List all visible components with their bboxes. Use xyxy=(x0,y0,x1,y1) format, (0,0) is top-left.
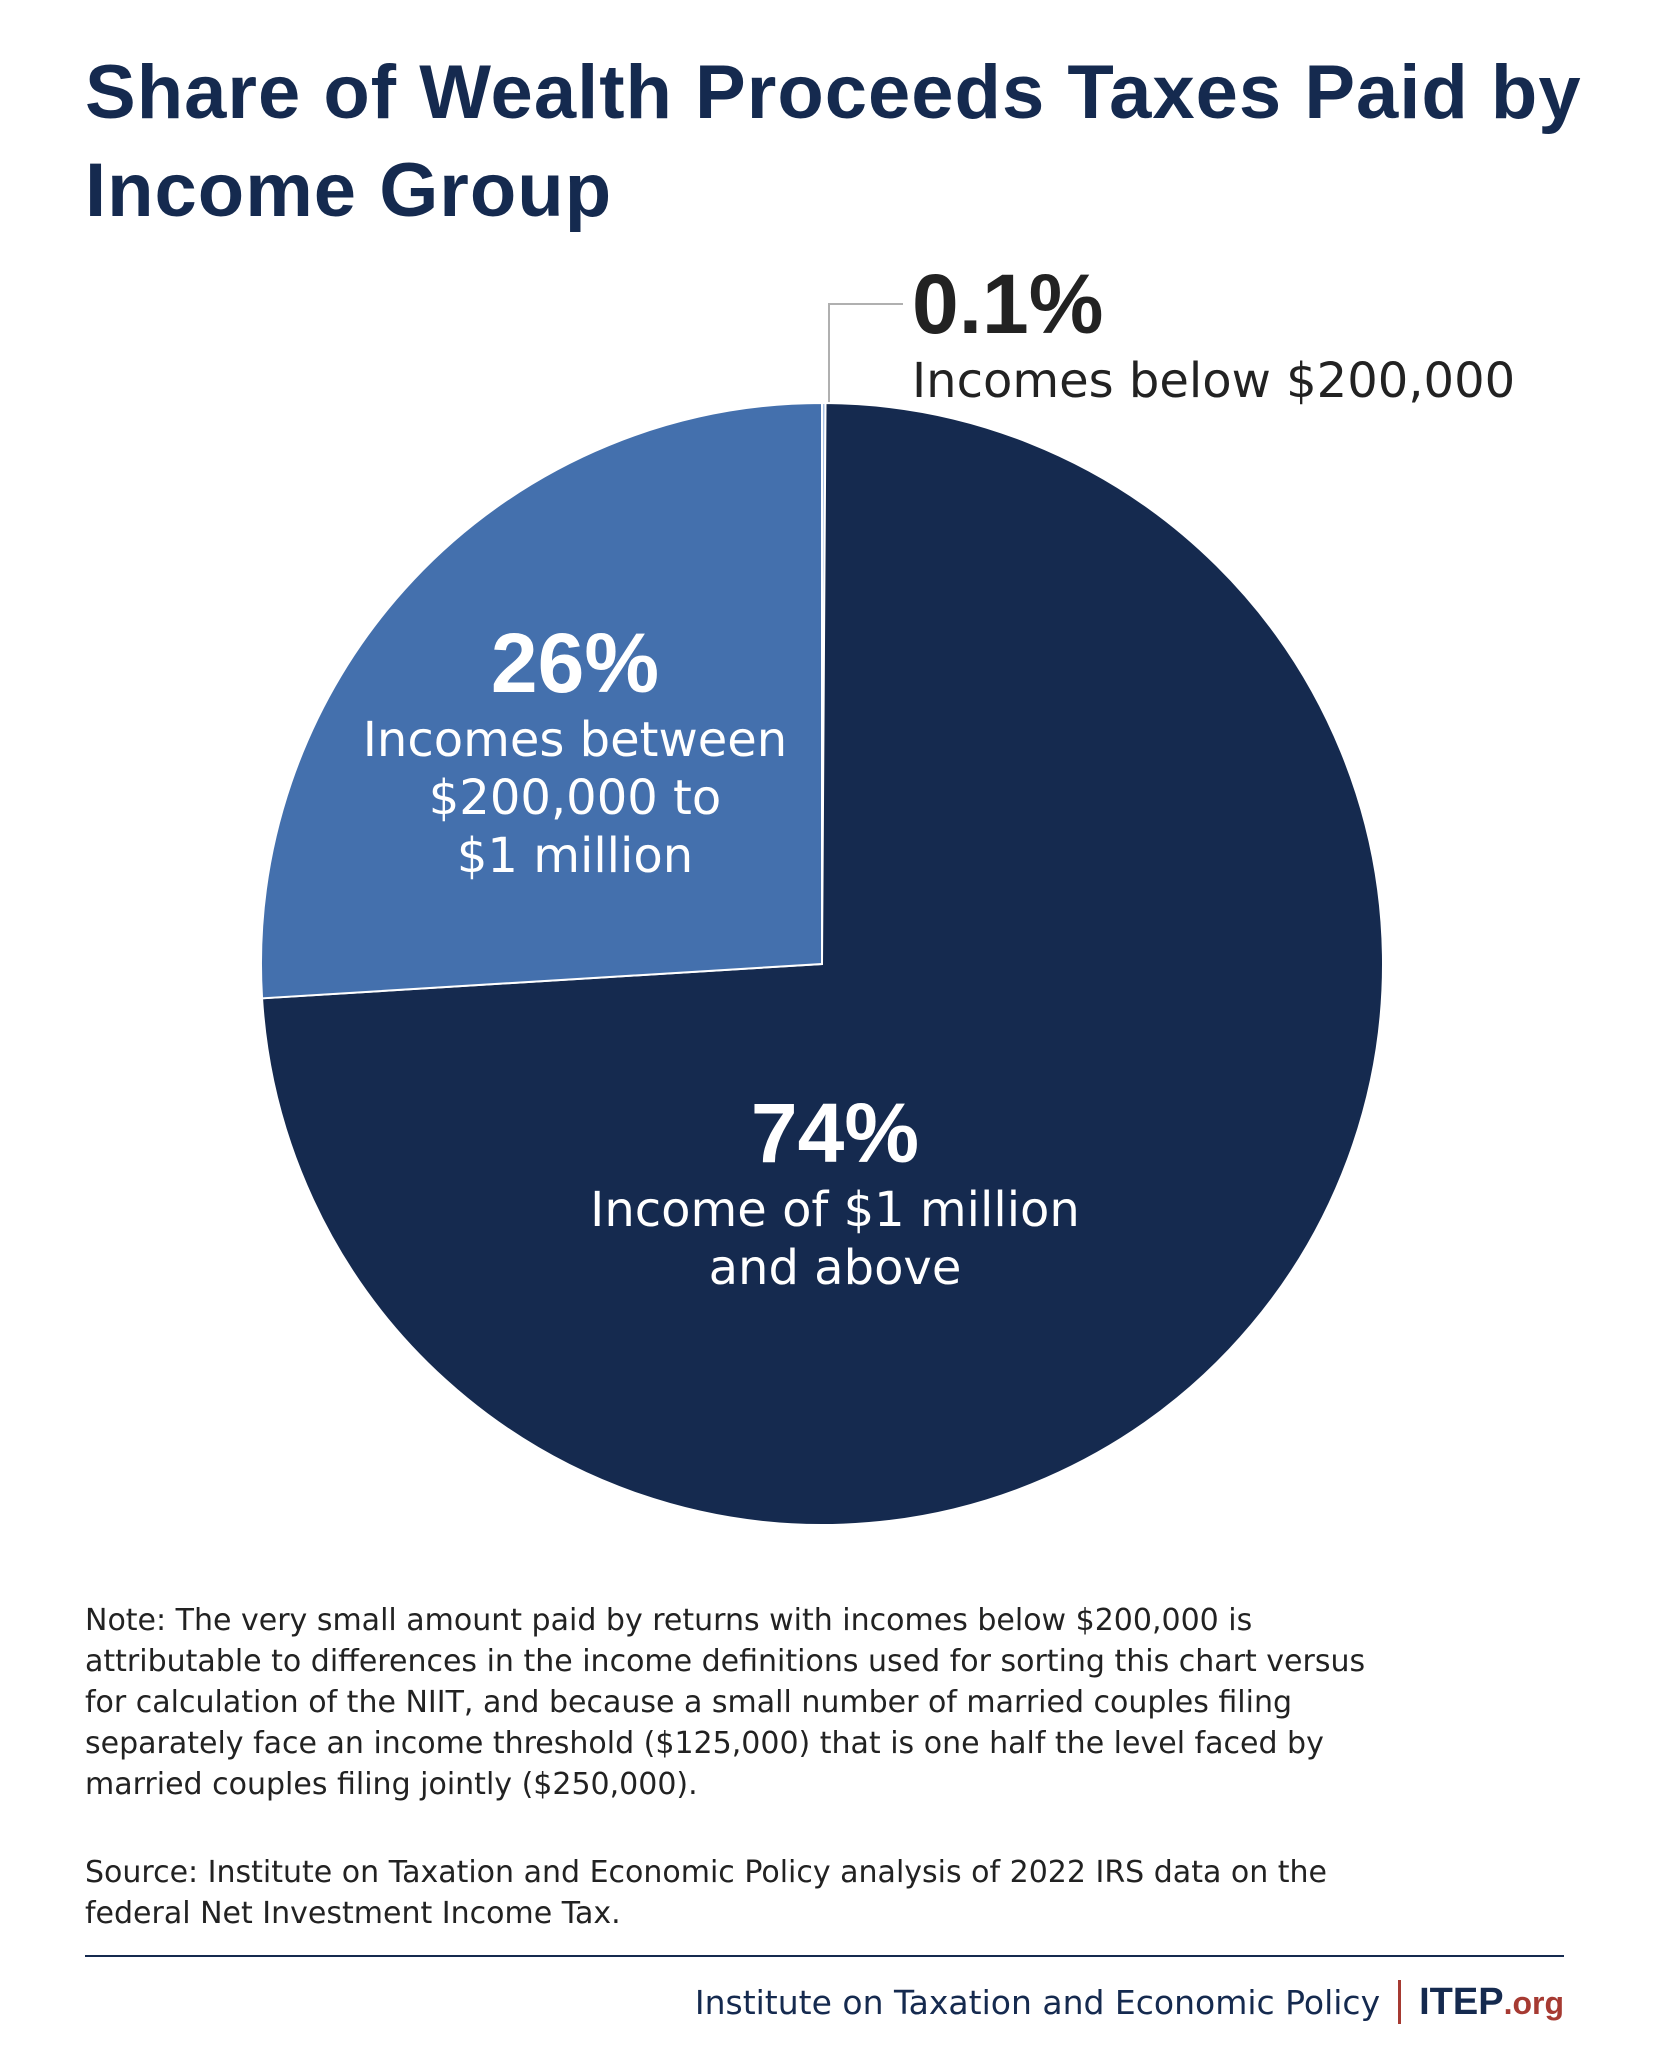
value-label: 74% xyxy=(750,1086,920,1180)
value-label: 26% xyxy=(490,616,660,710)
separator xyxy=(1398,1980,1402,2024)
slice-label: 26% Incomes between $200,000 to $1 millio… xyxy=(363,615,787,885)
source: Source: Institute on Taxation and Econom… xyxy=(85,1855,1328,1931)
logo: ITEP.org xyxy=(1419,1981,1564,2024)
divider xyxy=(85,1955,1564,1957)
logo-suffix: .org xyxy=(1503,1984,1564,2021)
value-label: 0.1% xyxy=(912,257,1104,351)
pie-slice xyxy=(260,401,823,1000)
category-label: Incomes below $200,000 xyxy=(912,353,1516,409)
slice-label: 0.1% Incomes below $200,000 xyxy=(912,256,1515,410)
category-label: Income of $1 million and above xyxy=(590,1182,1080,1296)
organization: Institute on Taxation and Economic Polic… xyxy=(694,1982,1381,2022)
note: Note: The very small amount paid by retu… xyxy=(85,1603,1366,1802)
leader-line xyxy=(828,303,903,404)
footer: Institute on Taxation and Economic Polic… xyxy=(695,1980,1564,2024)
chart xyxy=(260,303,1384,1526)
category-label: Incomes between $200,000 to $1 million xyxy=(362,712,788,884)
slice-label: 74% Income of $1 million and above xyxy=(590,1085,1080,1297)
logo-text: ITEP xyxy=(1419,1980,1504,2023)
chart-title: Share of Wealth Proceeds Taxes Paid by I… xyxy=(85,50,1582,233)
